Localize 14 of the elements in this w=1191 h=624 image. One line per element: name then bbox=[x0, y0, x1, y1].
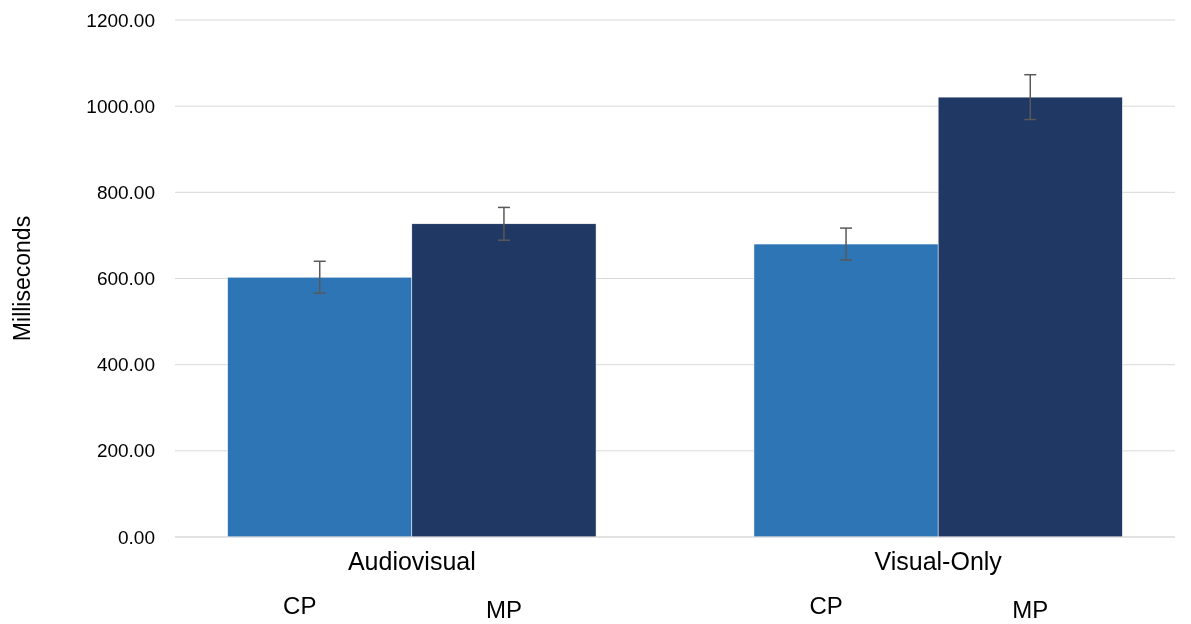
text: CP bbox=[809, 592, 843, 619]
y-tick-label: 0.00 bbox=[118, 526, 155, 548]
y-tick-label: 400.00 bbox=[96, 354, 155, 376]
x-tick-label: Audiovisual bbox=[347, 547, 476, 575]
text: MP bbox=[485, 596, 522, 623]
text: CP bbox=[283, 592, 317, 619]
y-tick-label: 1200.00 bbox=[86, 9, 155, 31]
y-axis-title: Milliseconds bbox=[9, 215, 35, 342]
y-tick-label: 600.00 bbox=[96, 268, 155, 290]
y-tick-label: 1000.00 bbox=[86, 95, 155, 117]
y-tick-label: 200.00 bbox=[96, 440, 155, 462]
text: MP bbox=[1012, 596, 1049, 623]
y-tick-label: 800.00 bbox=[96, 181, 155, 203]
x-tick-label: Visual-Only bbox=[874, 547, 1003, 575]
